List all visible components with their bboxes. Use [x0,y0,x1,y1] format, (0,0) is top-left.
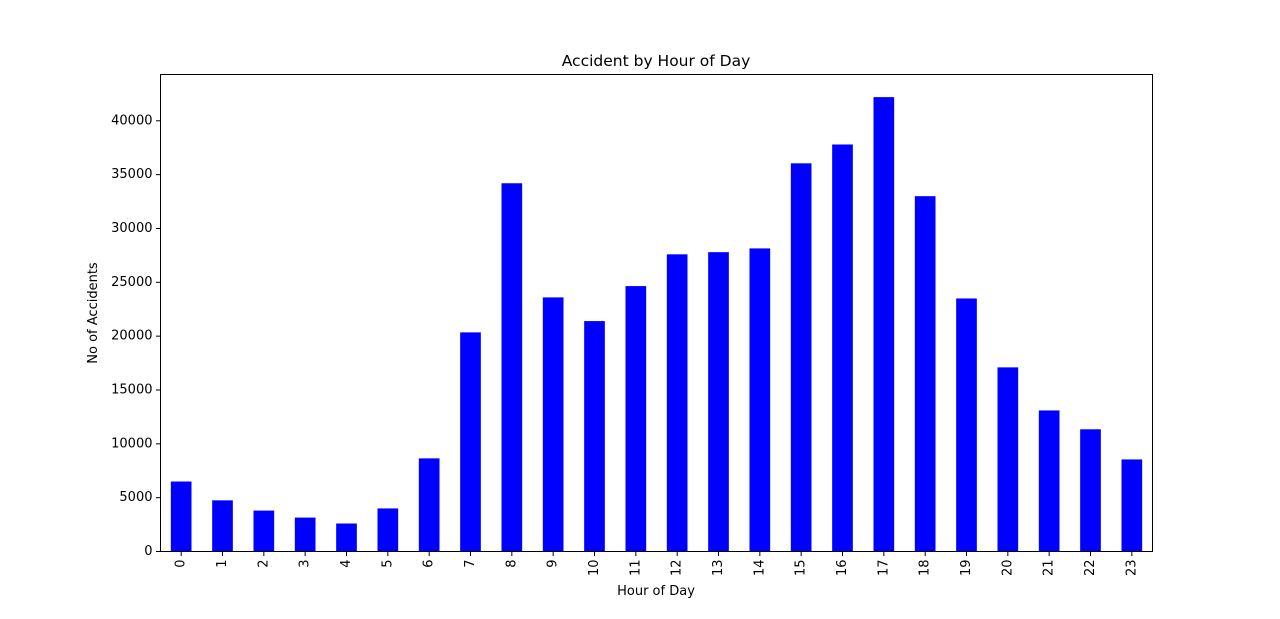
bar-hour-18 [914,196,936,552]
bar-hour-1 [212,500,233,552]
y-tick-label: 5000 [119,490,152,505]
bar-hour-2 [253,510,275,552]
x-tick-label: 0 [174,560,189,568]
x-tick-label: 5 [380,560,395,568]
bar-hour-15 [790,163,812,552]
bar-hour-13 [708,252,729,552]
y-tick-label: 0 [144,544,152,559]
bar-hour-14 [749,248,771,552]
bar-hour-20 [997,367,1019,552]
x-axis-label: Hour of Day [617,584,695,599]
bar-hour-6 [418,458,440,552]
plot-area-frame [160,74,1153,552]
x-tick-label: 14 [752,560,767,577]
y-tick-label: 40000 [111,113,152,128]
x-tick-label: 16 [835,560,850,577]
x-tick-label: 21 [1042,560,1057,577]
bar-hour-5 [377,508,399,552]
bar-hour-22 [1080,429,1101,552]
bar-hour-19 [956,298,977,552]
bar-hour-11 [625,286,647,552]
x-tick-label: 15 [794,560,809,577]
y-tick-label: 10000 [111,436,152,451]
x-tick-label: 13 [711,560,726,577]
x-tick-label: 4 [339,560,354,568]
x-tick-label: 23 [1124,560,1139,577]
y-tick-label: 20000 [111,329,152,344]
bar-hour-4 [336,523,357,552]
bars-group [170,97,1143,552]
x-tick-label: 7 [463,560,478,568]
x-tick-label: 17 [876,560,891,577]
x-tick-label: 18 [918,560,933,577]
bar-hour-23 [1121,459,1143,552]
y-tick-label: 25000 [111,275,152,290]
y-tick-label: 15000 [111,382,152,397]
x-tick-label: 19 [959,560,974,577]
bar-hour-21 [1038,410,1060,552]
bar-hour-16 [832,144,853,552]
x-tick-label: 11 [628,560,643,577]
bar-hour-17 [873,97,895,552]
x-axis-ticks: 0 1 2 3 4 5 6 7 8 9 10 11 12 13 14 15 16 17 18 19 20 21 22 23 [174,551,1139,577]
x-tick-label: 1 [215,560,230,568]
x-tick-label: 20 [1000,560,1015,577]
y-axis-label: No of Accidents [86,262,101,364]
bar-hour-3 [294,517,316,552]
bar-hour-7 [460,332,481,552]
x-tick-label: 3 [298,560,313,568]
bar-hour-10 [584,321,605,552]
bar-hour-9 [542,297,564,552]
y-axis-ticks: 0 5000 10000 15000 20000 25000 30000 35000 40000 [111,113,161,559]
x-tick-label: 12 [670,560,685,577]
chart-title: Accident by Hour of Day [562,52,751,70]
x-tick-label: 8 [504,560,519,568]
bar-hour-12 [666,254,688,552]
y-tick-label: 35000 [111,167,152,182]
x-tick-label: 2 [256,560,271,568]
x-tick-label: 22 [1083,560,1098,577]
x-tick-label: 10 [587,560,602,577]
bar-hour-8 [501,183,523,552]
y-tick-label: 30000 [111,221,152,236]
x-tick-label: 9 [546,560,561,568]
bar-hour-0 [170,481,192,552]
x-tick-label: 6 [422,560,437,568]
